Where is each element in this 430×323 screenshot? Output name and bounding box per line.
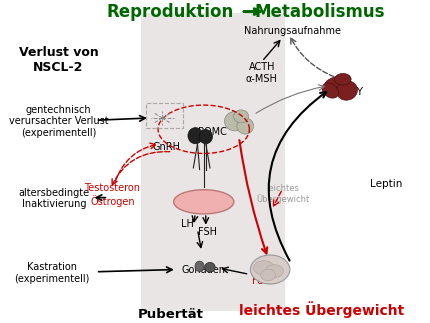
Ellipse shape [233, 110, 249, 123]
Text: Metabolismus: Metabolismus [255, 3, 385, 21]
Ellipse shape [195, 261, 204, 271]
Ellipse shape [325, 77, 349, 91]
Text: gentechnisch
verursachter Verlust
(experimentell): gentechnisch verursachter Verlust (exper… [9, 105, 108, 138]
Ellipse shape [335, 73, 351, 85]
FancyBboxPatch shape [141, 13, 285, 311]
Ellipse shape [250, 255, 290, 284]
Ellipse shape [261, 269, 276, 281]
Ellipse shape [337, 81, 357, 100]
Text: GnRH: GnRH [152, 142, 180, 152]
Text: Pubertät: Pubertät [138, 308, 203, 321]
Ellipse shape [265, 265, 283, 277]
Ellipse shape [188, 128, 203, 144]
Ellipse shape [205, 262, 215, 272]
Text: Leptin: Leptin [370, 179, 402, 189]
Text: FSH: FSH [198, 227, 218, 237]
Text: Reproduktion: Reproduktion [107, 3, 234, 21]
Text: ACTH
α-MSH: ACTH α-MSH [246, 62, 278, 84]
Text: Verlust von
NSCL-2: Verlust von NSCL-2 [18, 46, 98, 74]
Ellipse shape [174, 190, 234, 214]
Text: Fett: Fett [252, 276, 271, 286]
Ellipse shape [254, 261, 274, 275]
Text: leichtes Übergewicht: leichtes Übergewicht [240, 301, 405, 318]
Text: Nahrungsaufnahme: Nahrungsaufnahme [245, 26, 341, 36]
Ellipse shape [224, 111, 245, 131]
Ellipse shape [322, 83, 339, 98]
Text: Hypophyse: Hypophyse [176, 197, 231, 207]
Text: LH: LH [181, 219, 194, 229]
Text: Kastration
(experimentell): Kastration (experimentell) [15, 262, 90, 284]
Text: Testosteron
Östrogen: Testosteron Östrogen [84, 183, 140, 207]
Ellipse shape [237, 118, 254, 134]
Text: NPY: NPY [343, 87, 363, 97]
Text: POMC: POMC [198, 128, 227, 138]
Text: altersbedingte
Inaktivierung: altersbedingte Inaktivierung [18, 188, 90, 209]
Text: Gonaden: Gonaden [182, 265, 226, 275]
Ellipse shape [199, 130, 212, 144]
Text: leichtes
Übergewicht: leichtes Übergewicht [256, 183, 309, 204]
